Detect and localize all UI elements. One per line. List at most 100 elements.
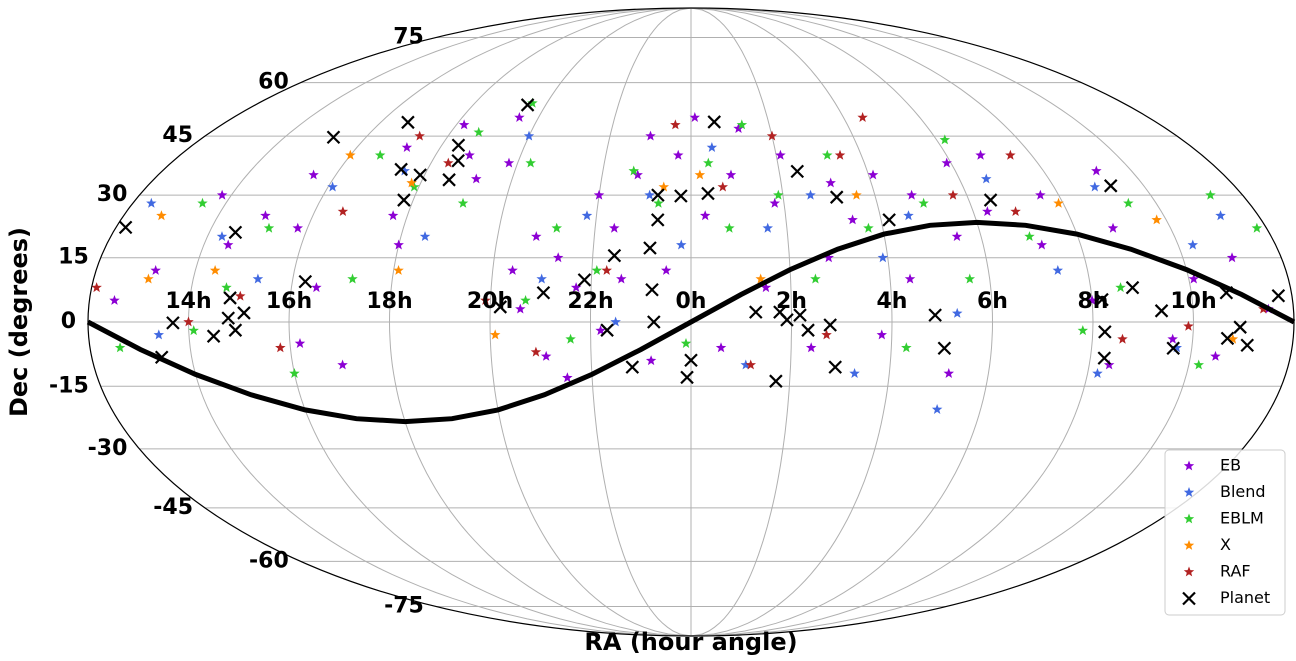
- point-stroke: [828, 360, 842, 374]
- legend-marker: [1183, 487, 1195, 497]
- point: [1240, 338, 1255, 353]
- legend-marker: [1183, 513, 1195, 524]
- point-stroke: [520, 98, 535, 112]
- point: [821, 329, 832, 340]
- point-stroke: [882, 213, 896, 227]
- point: [109, 295, 120, 305]
- point-stroke: [684, 353, 698, 368]
- point: [982, 206, 993, 216]
- point: [857, 112, 868, 122]
- point: [216, 189, 228, 200]
- point: [694, 169, 706, 180]
- point: [674, 189, 688, 203]
- point: [847, 214, 858, 225]
- point: [458, 119, 470, 130]
- point: [1115, 282, 1126, 293]
- point: [653, 197, 664, 208]
- point: [651, 188, 665, 202]
- point-stroke: [1154, 304, 1169, 318]
- point: [118, 220, 133, 235]
- legend-label: Blend: [1220, 482, 1266, 501]
- point: [393, 239, 404, 250]
- point-stroke: [651, 188, 665, 202]
- point: [616, 273, 627, 284]
- point: [829, 190, 844, 204]
- sky-border: [87, 7, 1295, 637]
- point: [337, 359, 348, 370]
- point: [503, 157, 515, 168]
- point-stroke: [326, 130, 341, 145]
- point: [600, 323, 614, 337]
- point: [1036, 239, 1047, 250]
- point-stroke: [1240, 338, 1255, 353]
- point: [419, 231, 431, 241]
- y-tick-label: 60: [258, 70, 289, 95]
- point: [451, 153, 465, 168]
- x-tick-label: 10h: [1170, 289, 1216, 314]
- point-stroke: [937, 341, 952, 356]
- point: [523, 130, 535, 141]
- point: [577, 273, 592, 287]
- point: [457, 197, 469, 208]
- point: [673, 149, 684, 160]
- point: [209, 265, 221, 275]
- y-tick-label: 15: [58, 245, 89, 270]
- point: [294, 338, 306, 348]
- point: [882, 213, 896, 227]
- point: [1167, 333, 1178, 344]
- point: [520, 98, 535, 112]
- point: [565, 333, 576, 344]
- point: [867, 169, 879, 180]
- point-stroke: [801, 323, 815, 337]
- point: [937, 341, 952, 356]
- point: [981, 173, 992, 184]
- y-tick-label: -15: [49, 373, 89, 398]
- point: [769, 197, 780, 208]
- point-stroke: [650, 213, 665, 227]
- x-tick-label: 6h: [977, 289, 1008, 314]
- point: [531, 231, 542, 241]
- point: [736, 119, 748, 130]
- point-stroke: [228, 323, 243, 337]
- x-tick-label: 18h: [366, 289, 412, 314]
- ecliptic-line: [86, 219, 1296, 425]
- point-stroke: [413, 168, 427, 182]
- point: [397, 193, 411, 207]
- grid-line: [489, 7, 692, 637]
- point-stroke: [1220, 331, 1235, 346]
- point-stroke: [451, 153, 465, 168]
- point: [760, 282, 772, 293]
- point: [658, 181, 669, 192]
- point: [530, 346, 542, 357]
- marks: [86, 97, 1296, 425]
- legend-label: Planet: [1220, 588, 1270, 607]
- point: [345, 149, 356, 160]
- point: [1010, 206, 1021, 216]
- point: [401, 115, 415, 130]
- point: [507, 265, 518, 275]
- point-stroke: [1271, 288, 1286, 303]
- legend: EB Blend EBLM X RAF Planet: [1164, 449, 1286, 616]
- point: [769, 374, 783, 388]
- point: [1233, 320, 1247, 334]
- point: [876, 329, 887, 340]
- point: [964, 273, 975, 284]
- point: [877, 252, 889, 263]
- point: [206, 329, 221, 343]
- point: [645, 282, 659, 297]
- point: [235, 290, 246, 301]
- point: [745, 359, 756, 370]
- point: [943, 368, 954, 378]
- point: [1098, 325, 1112, 339]
- point: [221, 311, 236, 325]
- point: [442, 173, 456, 187]
- point: [1188, 273, 1199, 284]
- point: [780, 313, 794, 327]
- grid-line: [690, 7, 994, 637]
- x-tick-label: 22h: [567, 289, 613, 314]
- point: [536, 273, 547, 284]
- point: [755, 273, 766, 284]
- point: [931, 404, 943, 414]
- point: [610, 316, 621, 327]
